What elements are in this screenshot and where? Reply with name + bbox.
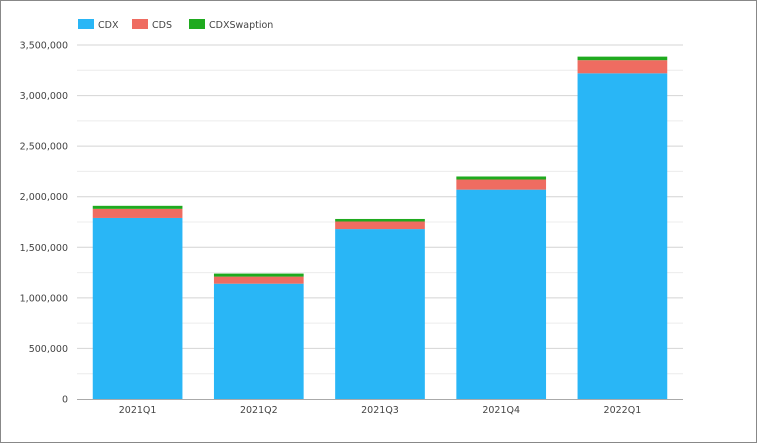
bar-cds-2021q3	[335, 221, 425, 230]
y-tick-label: 3,500,000	[20, 41, 68, 52]
x-tick-label: 2021Q1	[119, 405, 157, 416]
y-tick-label: 2,000,000	[20, 192, 68, 203]
x-tick-label: 2021Q2	[240, 405, 278, 416]
x-tick-label: 2021Q4	[482, 405, 520, 416]
y-tick-label: 0	[62, 395, 68, 406]
bar-cdx-2021q4	[456, 189, 547, 399]
bar-cdx-2021q3	[335, 229, 425, 399]
bar-cdx-2022q1	[577, 73, 668, 399]
bar-cds-2021q1	[92, 208, 183, 218]
bar-cdxswaption-2021q1	[92, 205, 183, 209]
legend-swatch-cds	[132, 19, 148, 29]
legend-label-cdx: CDX	[98, 20, 119, 31]
legend-label-cdxswaption: CDXSwaption	[209, 20, 273, 31]
bar-cds-2022q1	[577, 60, 668, 74]
x-tick-label: 2021Q3	[361, 405, 399, 416]
legend-swatch-cdxswaption	[189, 19, 205, 29]
y-tick-label: 3,000,000	[20, 91, 68, 102]
bar-cdxswaption-2022q1	[577, 56, 668, 61]
bars	[92, 56, 668, 399]
y-tick-label: 500,000	[29, 344, 68, 355]
y-tick-label: 1,500,000	[20, 243, 68, 254]
y-axis: 0 500,000 1,000,000 1,500,000 2,000,000 2,500…	[20, 41, 68, 406]
bar-cdxswaption-2021q4	[456, 176, 547, 180]
bar-cdx-2021q2	[213, 283, 304, 399]
bar-cdx-2021q1	[92, 217, 183, 399]
x-axis: 2021Q1 2021Q2 2021Q3 2021Q4 2022Q1	[77, 399, 683, 416]
legend-label-cds: CDS	[152, 20, 172, 31]
bar-cdxswaption-2021q3	[335, 218, 425, 222]
x-tick-label: 2022Q1	[604, 405, 642, 416]
legend-swatch-cdx	[78, 19, 94, 29]
y-tick-label: 1,000,000	[20, 293, 68, 304]
bar-cdxswaption-2021q2	[213, 273, 304, 277]
bar-cds-2021q4	[456, 179, 547, 190]
y-tick-label: 2,500,000	[20, 142, 68, 153]
legend: CDX CDS CDXSwaption	[78, 19, 273, 31]
bar-cds-2021q2	[213, 276, 304, 284]
